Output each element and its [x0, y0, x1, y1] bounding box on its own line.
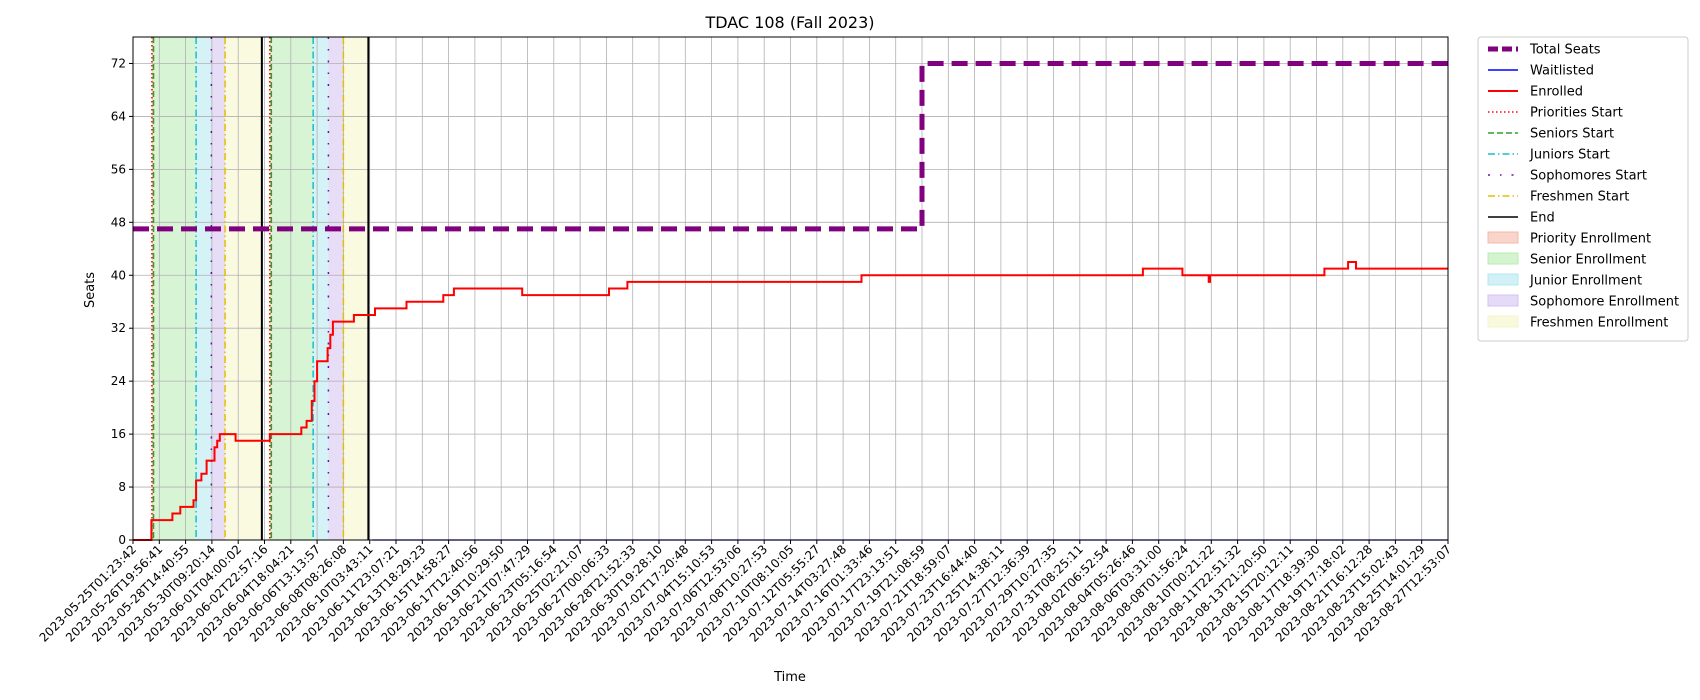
y-tick-label: 24 — [111, 374, 126, 388]
legend-label: Senior Enrollment — [1530, 253, 1646, 268]
legend-label: Sophomores Start — [1530, 169, 1647, 184]
span-priority-enrollment-0 — [151, 37, 154, 540]
y-tick-label: 72 — [111, 56, 126, 70]
legend-label: End — [1530, 211, 1555, 226]
legend-label: Waitlisted — [1530, 64, 1594, 79]
legend-label: Seniors Start — [1530, 127, 1614, 142]
y-axis-ticks: 0 8 16 24 32 40 48 56 64 72 — [111, 56, 133, 547]
span-junior-enrollment-0 — [196, 37, 212, 540]
y-tick-label: 40 — [111, 268, 126, 282]
enrollment-period-spans — [151, 37, 369, 540]
legend-label: Priority Enrollment — [1530, 232, 1651, 247]
span-senior-enrollment-1 — [271, 37, 314, 540]
span-priority-enrollment-1 — [269, 37, 272, 540]
legend-label: Priorities Start — [1530, 106, 1623, 121]
x-axis-ticks: 2023-05-25T01:23:422023-05-26T19:56:4120… — [37, 540, 1454, 645]
legend-label: Enrolled — [1530, 85, 1583, 100]
legend-label: Freshmen Start — [1530, 190, 1629, 205]
y-tick-label: 0 — [118, 533, 126, 547]
phase-start-lines — [151, 37, 370, 540]
span-freshmen-enrollment-0 — [225, 37, 262, 540]
legend-label: Junior Enrollment — [1529, 274, 1642, 289]
span-junior-enrollment-1 — [313, 37, 329, 540]
series-total-seats — [133, 61, 1448, 232]
span-sophomore-enrollment-1 — [328, 37, 344, 540]
y-tick-label: 16 — [111, 427, 126, 441]
y-tick-label: 32 — [111, 321, 126, 335]
legend-swatch — [1487, 315, 1519, 328]
grid — [132, 37, 1449, 541]
y-axis-label: Seats — [83, 272, 98, 308]
legend-label: Juniors Start — [1529, 148, 1610, 163]
legend: Total Seats Waitlisted Enrolled Priorities … — [1477, 36, 1689, 342]
legend-swatch — [1487, 294, 1519, 307]
legend-label: Sophomore Enrollment — [1530, 295, 1679, 310]
x-axis-label: Time — [773, 670, 806, 685]
legend-label: Total Seats — [1529, 43, 1601, 58]
chart-title: TDAC 108 (Fall 2023) — [704, 13, 874, 32]
y-tick-label: 64 — [111, 109, 126, 123]
y-tick-label: 8 — [118, 480, 126, 494]
span-senior-enrollment-0 — [153, 37, 197, 540]
legend-label: Freshmen Enrollment — [1530, 316, 1668, 331]
span-freshmen-enrollment-1 — [343, 37, 369, 540]
series-enrolled — [133, 261, 1448, 541]
legend-swatch — [1487, 231, 1519, 244]
span-sophomore-enrollment-0 — [211, 37, 226, 540]
legend-box — [1477, 36, 1689, 342]
legend-swatch — [1487, 252, 1519, 265]
y-tick-label: 56 — [111, 162, 126, 176]
legend-swatch — [1487, 273, 1519, 286]
y-tick-label: 48 — [111, 215, 126, 229]
